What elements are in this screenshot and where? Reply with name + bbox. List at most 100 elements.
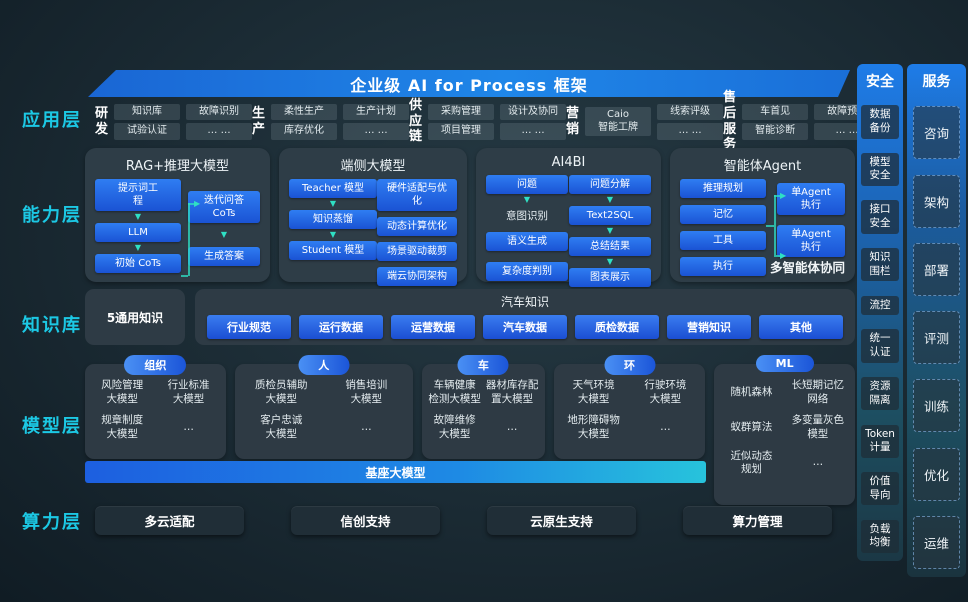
knowledge-pill-row: 行业规范 运行数据 运营数据 汽车数据 质检数据 营销知识 其他 <box>207 315 843 339</box>
feature-column: 硬件适配与优 化 动态计算优化 场景驱动裁剪 端云协同架构 <box>377 179 457 286</box>
model-item: 随机森林 <box>730 385 773 398</box>
security-item: 数据 备份 <box>861 105 899 139</box>
flow-column: 问题 ▼ 意图识别 语义生成 复杂度判别 <box>486 175 568 287</box>
model-item: 蚁群算法 <box>730 421 773 434</box>
connector-line <box>181 275 188 277</box>
flow-step: 知识蒸馏 <box>289 210 377 229</box>
layer-label-model: 模型层 <box>22 416 82 437</box>
knowledge-pill: 其他 <box>759 315 843 339</box>
app-group-marketing: 营销 Caio 智能工牌 线索评级 … … <box>566 99 724 144</box>
compute-item: 算力管理 <box>683 506 832 535</box>
model-item: 车辆健康 检测大模型 <box>428 379 481 405</box>
model-grid: 风险管理 大模型 行业标准 大模型 规章制度 大模型 … <box>91 379 220 442</box>
cap-flow: 推理规划 记忆 工具 执行 单Agent 执行 单Agent 执行 ▶ ▶ <box>678 179 847 276</box>
feature-item: 场景驱动裁剪 <box>377 242 457 261</box>
security-item: 模型 安全 <box>861 152 899 187</box>
model-item: 近似动态 规划 <box>730 449 773 476</box>
knowledge-pill: 行业规范 <box>207 315 291 339</box>
app-column: Caio 智能工牌 <box>585 107 652 136</box>
app-group-supply-chain: 供应 链 采购管理 项目管理 设计及协同 … … <box>409 98 567 145</box>
app-column: 采购管理 项目管理 <box>428 103 495 140</box>
model-layer: 组织 风险管理 大模型 行业标准 大模型 规章制度 大模型 … 人 质检员辅助 … <box>85 355 856 505</box>
app-item: 线索评级 <box>657 103 724 120</box>
cap-box-ai4bi: AI4BI 问题 ▼ 意图识别 语义生成 复杂度判别 问题分解 ▼ Text2S… <box>476 148 661 287</box>
security-panel-title: 安全 <box>866 74 894 90</box>
compute-item: 多云适配 <box>95 506 244 535</box>
app-group-label: 供应 链 <box>409 98 423 145</box>
app-group-rd: 研发 知识库 试验认证 故障识别 … … <box>95 99 253 144</box>
flow-step: 初始 CoTs <box>95 254 181 273</box>
model-grid: 天气环境 大模型 行驶环境 大模型 地形障碍物 大模型 … <box>560 379 699 442</box>
security-panel: 安全 数据 备份 模型 安全 接口 安全 知识 围栏 流控 统一 认证 资源 隔… <box>857 64 903 561</box>
flow-column: 问题分解 ▼ Text2SQL ▼ 总结结果 ▼ 图表展示 <box>569 175 651 287</box>
flow-step: 总结结果 <box>569 237 651 256</box>
knowledge-pill: 运行数据 <box>299 315 383 339</box>
knowledge-layer: 5通用知识 汽车知识 行业规范 运行数据 运营数据 汽车数据 质检数据 营销知识… <box>85 289 855 345</box>
app-column: 设计及协同 … … <box>500 103 567 140</box>
flow-step: 复杂度判别 <box>486 262 568 281</box>
knowledge-pill: 质检数据 <box>575 315 659 339</box>
app-item: 知识库 <box>114 103 181 120</box>
foundation-model-bar: 基座大模型 <box>85 461 706 483</box>
app-column: 生产计划 … … <box>343 103 410 140</box>
flow-step: 迭代问答 CoTs <box>188 191 260 223</box>
app-item: 柔性生产 <box>271 103 338 120</box>
model-item: … <box>183 421 194 434</box>
app-column: 柔性生产 库存优化 <box>271 103 338 140</box>
knowledge-pill: 营销知识 <box>667 315 751 339</box>
flow-step: 提示词工 程 <box>95 179 181 211</box>
service-panel: 服务 咨询 架构 部署 评测 训练 优化 运维 <box>907 64 966 577</box>
arrow-right-icon: ▶ <box>194 198 201 208</box>
arrow-down-icon: ▼ <box>606 195 614 204</box>
knowledge-pill: 运营数据 <box>391 315 475 339</box>
service-item: 运维 <box>913 515 960 569</box>
model-group-ml: ML 随机森林 长短期记忆 网络 蚁群算法 多变量灰色 模型 近似动态 规划 … <box>714 355 856 505</box>
application-layer: 研发 知识库 试验认证 故障识别 … … 生产 柔性生产 库存优化 生产计划 …… <box>95 90 881 152</box>
cap-box-agent: 智能体Agent 推理规划 记忆 工具 执行 单Agent 执行 单Agent … <box>670 148 855 282</box>
arrow-down-icon: ▼ <box>220 230 228 239</box>
security-item: Token 计量 <box>861 424 899 458</box>
arrow-down-icon: ▼ <box>606 257 614 266</box>
service-item: 部署 <box>913 242 960 296</box>
app-column: 知识库 试验认证 <box>114 103 181 140</box>
model-group-environment: 环 天气环境 大模型 行驶环境 大模型 地形障碍物 大模型 … <box>553 355 706 459</box>
model-item: … <box>812 456 824 469</box>
layer-label-compute: 算力层 <box>22 512 82 533</box>
model-grid: 随机森林 长短期记忆 网络 蚁群算法 多变量灰色 模型 近似动态 规划 … <box>720 379 849 477</box>
arrow-down-icon: ▼ <box>606 226 614 235</box>
app-item: Caio 智能工牌 <box>585 107 652 136</box>
security-item: 接口 安全 <box>861 200 899 234</box>
cap-flow: 问题 ▼ 意图识别 语义生成 复杂度判别 问题分解 ▼ Text2SQL ▼ 总… <box>484 175 653 287</box>
arrow-down-icon: ▼ <box>134 243 142 252</box>
flow-step: 生成答案 <box>188 247 260 266</box>
arrow-down-icon: ▼ <box>329 199 337 208</box>
model-item: 行业标准 大模型 <box>167 379 210 405</box>
flow-step: 语义生成 <box>486 232 568 251</box>
knowledge-pill: 汽车数据 <box>483 315 567 339</box>
cap-flow: 提示词工 程 ▼ LLM ▼ 初始 CoTs 迭代问答 CoTs ▼ 生成答案 … <box>93 179 262 277</box>
flow-step: Teacher 模型 <box>289 179 377 198</box>
cap-box-edge-model: 端侧大模型 Teacher 模型 ▼ 知识蒸馏 ▼ Student 模型 硬件适… <box>279 148 467 286</box>
executor-column: 单Agent 执行 单Agent 执行 <box>777 179 845 276</box>
arrow-down-icon: ▼ <box>329 230 337 239</box>
arrow-down-icon: ▼ <box>134 212 142 221</box>
model-group-pill: ML <box>755 355 814 372</box>
banner: 企业级 AI for Process 框架 <box>88 70 850 97</box>
security-item: 知识 围栏 <box>861 247 899 282</box>
cap-box-title: AI4BI <box>551 155 586 170</box>
model-item: 器材库存配 置大模型 <box>485 379 539 405</box>
service-item: 咨询 <box>913 106 960 160</box>
app-item: … … <box>343 123 410 140</box>
model-grid: 车辆健康 检测大模型 器材库存配 置大模型 故障维修 大模型 … <box>428 379 539 442</box>
model-group-organization: 组织 风险管理 大模型 行业标准 大模型 规章制度 大模型 … <box>85 355 226 459</box>
service-item: 训练 <box>913 379 960 433</box>
app-item: … … <box>657 123 724 140</box>
arrow-down-icon: ▼ <box>523 195 531 204</box>
agent-module: 工具 <box>680 231 766 250</box>
agent-executor: 单Agent 执行 <box>777 225 845 257</box>
feature-item: 硬件适配与优 化 <box>377 179 457 211</box>
agent-executor: 单Agent 执行 <box>777 183 845 215</box>
cap-box-title: 智能体Agent <box>723 159 802 174</box>
layer-label-application: 应用层 <box>22 110 82 131</box>
flow-step: 问题 <box>486 175 568 194</box>
